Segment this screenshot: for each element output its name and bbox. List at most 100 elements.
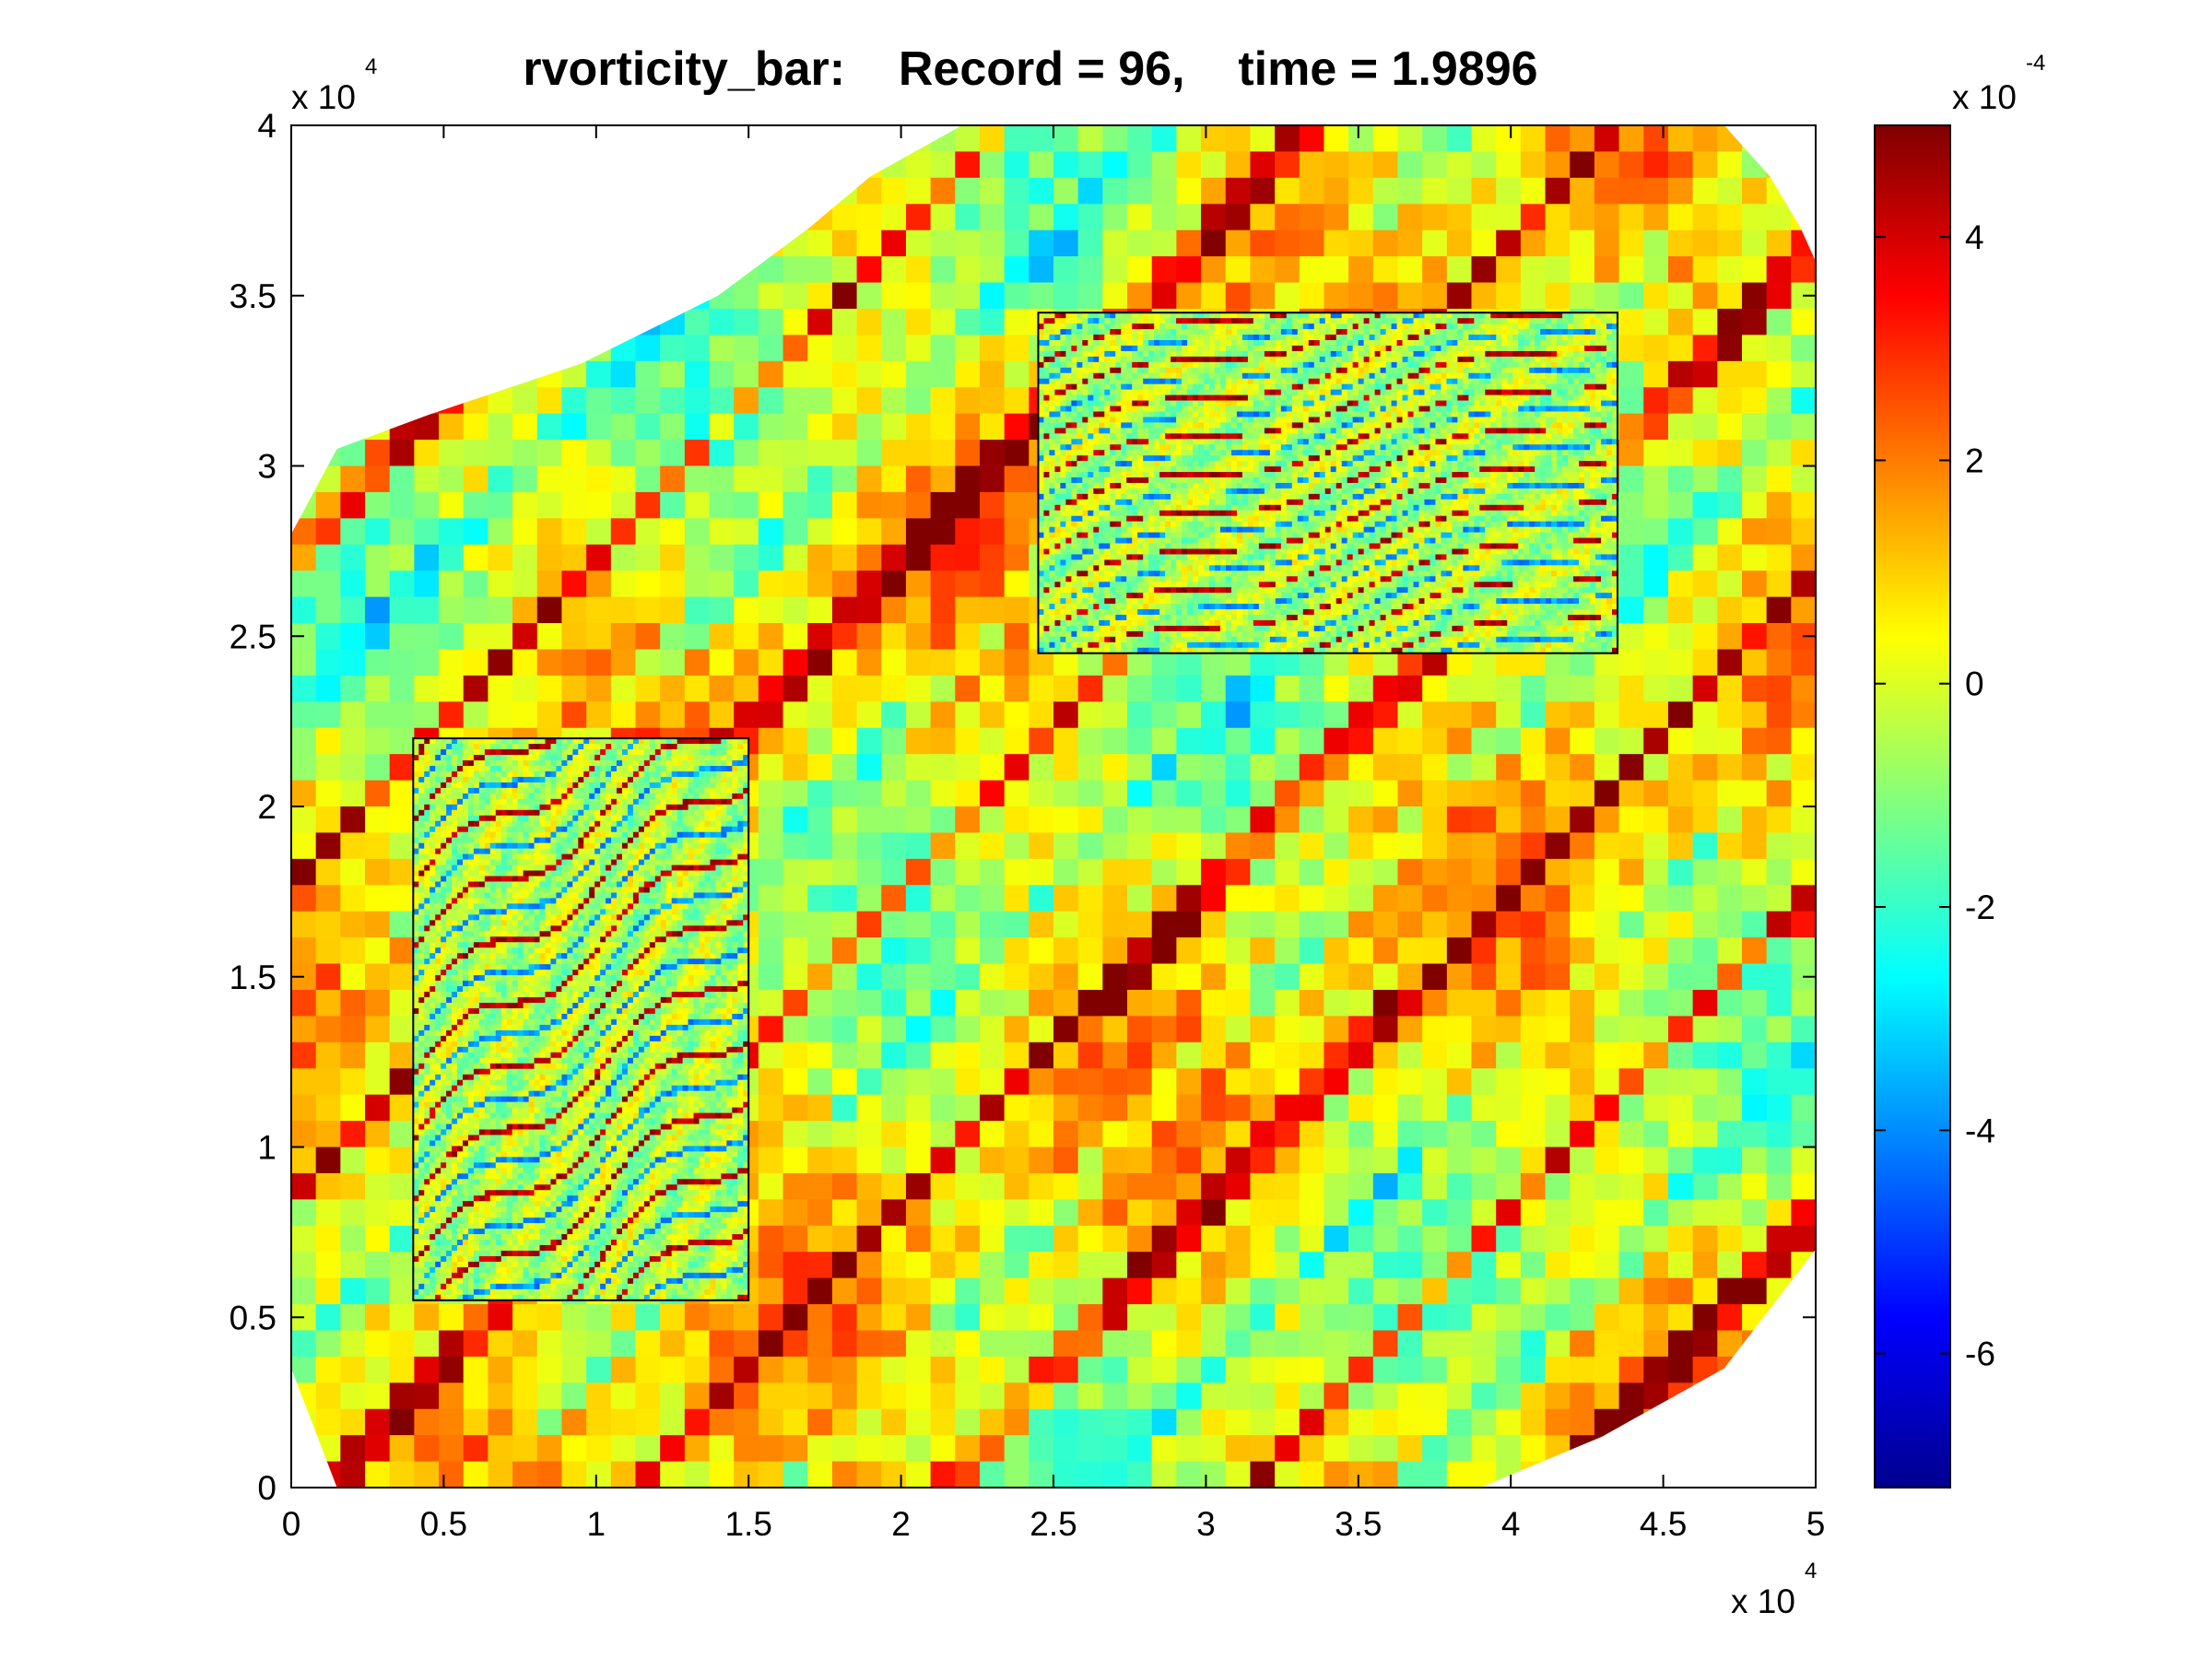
nested-grid-cell [452, 771, 458, 778]
heatmap-cell [1791, 806, 1816, 834]
nested-grid-cell [473, 892, 480, 899]
heatmap-cell [1545, 727, 1571, 755]
heatmap-cell [955, 177, 981, 205]
heatmap-cell [1299, 1041, 1325, 1069]
heatmap-cell [1029, 1330, 1054, 1358]
heatmap-cell [315, 1094, 341, 1122]
heatmap-cell [1077, 1147, 1103, 1174]
nested-grid-cell [660, 815, 667, 822]
heatmap-cell [1151, 675, 1177, 702]
nested-grid-cell [649, 876, 656, 883]
heatmap-cell [536, 1356, 563, 1383]
heatmap-cell [1225, 1277, 1252, 1305]
heatmap-cell [586, 335, 612, 362]
nested-grid-cell [594, 826, 601, 833]
heatmap-cell [1201, 1277, 1227, 1305]
nested-grid-cell [600, 744, 606, 750]
nested-grid-cell [638, 809, 645, 817]
heatmap-cell [439, 1408, 465, 1436]
nested-grid-cell [484, 760, 491, 767]
heatmap-cell [979, 1330, 1006, 1358]
nested-grid-cell [446, 865, 453, 872]
heatmap-cell [1766, 885, 1792, 912]
heatmap-cell [488, 282, 513, 310]
nested-grid-cell [638, 853, 645, 861]
nested-grid-cell [583, 760, 590, 767]
heatmap-cell [1102, 1330, 1128, 1358]
nested-grid-cell [699, 798, 705, 806]
nested-grid-cell [556, 776, 562, 783]
nested-grid-cell [545, 804, 551, 811]
nested-grid-cell [632, 760, 640, 767]
nested-grid-cell [726, 876, 733, 883]
nested-grid-cell [441, 744, 447, 750]
nested-grid-cell [424, 820, 430, 828]
heatmap-cell [1717, 177, 1743, 205]
nested-grid-cell [512, 870, 519, 877]
heatmap-cell [561, 1461, 587, 1488]
nested-grid-cell [665, 809, 673, 817]
nested-grid-cell [721, 848, 727, 855]
heatmap-cell [831, 858, 858, 886]
nested-grid-cell [677, 865, 684, 872]
nested-grid-cell [665, 765, 673, 772]
heatmap-cell [758, 1330, 784, 1358]
heatmap-cell [1324, 701, 1349, 729]
nested-grid-cell [726, 870, 733, 877]
heatmap-cell [1618, 937, 1644, 965]
nested-grid-cell [418, 853, 425, 861]
nested-grid-cell [715, 870, 722, 877]
heatmap-cell [979, 1199, 1006, 1227]
nested-grid-cell [638, 793, 645, 800]
heatmap-cell [1643, 780, 1669, 807]
nested-grid-cell [704, 848, 711, 855]
nested-grid-cell [495, 887, 502, 893]
heatmap-cell [340, 440, 366, 467]
heatmap-cell [1717, 1199, 1743, 1227]
nested-grid-cell [704, 887, 711, 893]
nested-grid-cell [478, 804, 486, 811]
nested-grid-cell [710, 881, 716, 888]
heatmap-cell [881, 1147, 907, 1174]
heatmap-cell [365, 177, 391, 205]
heatmap-cell [365, 596, 391, 624]
nested-grid-cell [671, 815, 678, 822]
heatmap-cell [856, 858, 882, 886]
nested-grid-cell [600, 865, 606, 872]
nested-grid-cell [528, 749, 535, 756]
nested-grid-cell [467, 815, 475, 822]
heatmap-cell [1618, 623, 1644, 651]
nested-grid-cell [550, 826, 557, 833]
heatmap-cell [709, 256, 735, 284]
heatmap-cell [1618, 177, 1644, 205]
heatmap-cell [1004, 885, 1030, 912]
nested-grid-cell [665, 842, 673, 850]
nested-grid-cell [523, 749, 530, 756]
heatmap-cell [1004, 1435, 1030, 1463]
nested-grid-cell [704, 865, 711, 872]
nested-grid-cell [489, 848, 497, 855]
heatmap-cell [1422, 1225, 1448, 1253]
nested-grid-cell [539, 776, 546, 783]
heatmap-cell [340, 151, 366, 179]
heatmap-cell [1397, 1225, 1423, 1253]
heatmap-cell [1618, 1147, 1644, 1174]
heatmap-cell [389, 937, 415, 965]
heatmap-cell [709, 151, 735, 179]
nested-grid-cell [572, 865, 579, 872]
heatmap-cell [1717, 465, 1743, 493]
heatmap-cell [340, 1121, 366, 1148]
nested-grid-cell [660, 848, 667, 855]
nested-grid-cell [500, 887, 508, 893]
heatmap-cell [1201, 989, 1227, 1017]
heatmap-cell [660, 256, 686, 284]
nested-grid-cell [583, 798, 590, 806]
heatmap-cell [291, 335, 317, 362]
heatmap-cell [905, 1094, 932, 1122]
heatmap-cell [1299, 989, 1325, 1017]
heatmap-cell [684, 571, 711, 598]
nested-grid-cell [699, 848, 705, 855]
heatmap-cell [1717, 151, 1743, 179]
heatmap-cell [536, 518, 563, 546]
heatmap-cell [1372, 675, 1399, 702]
